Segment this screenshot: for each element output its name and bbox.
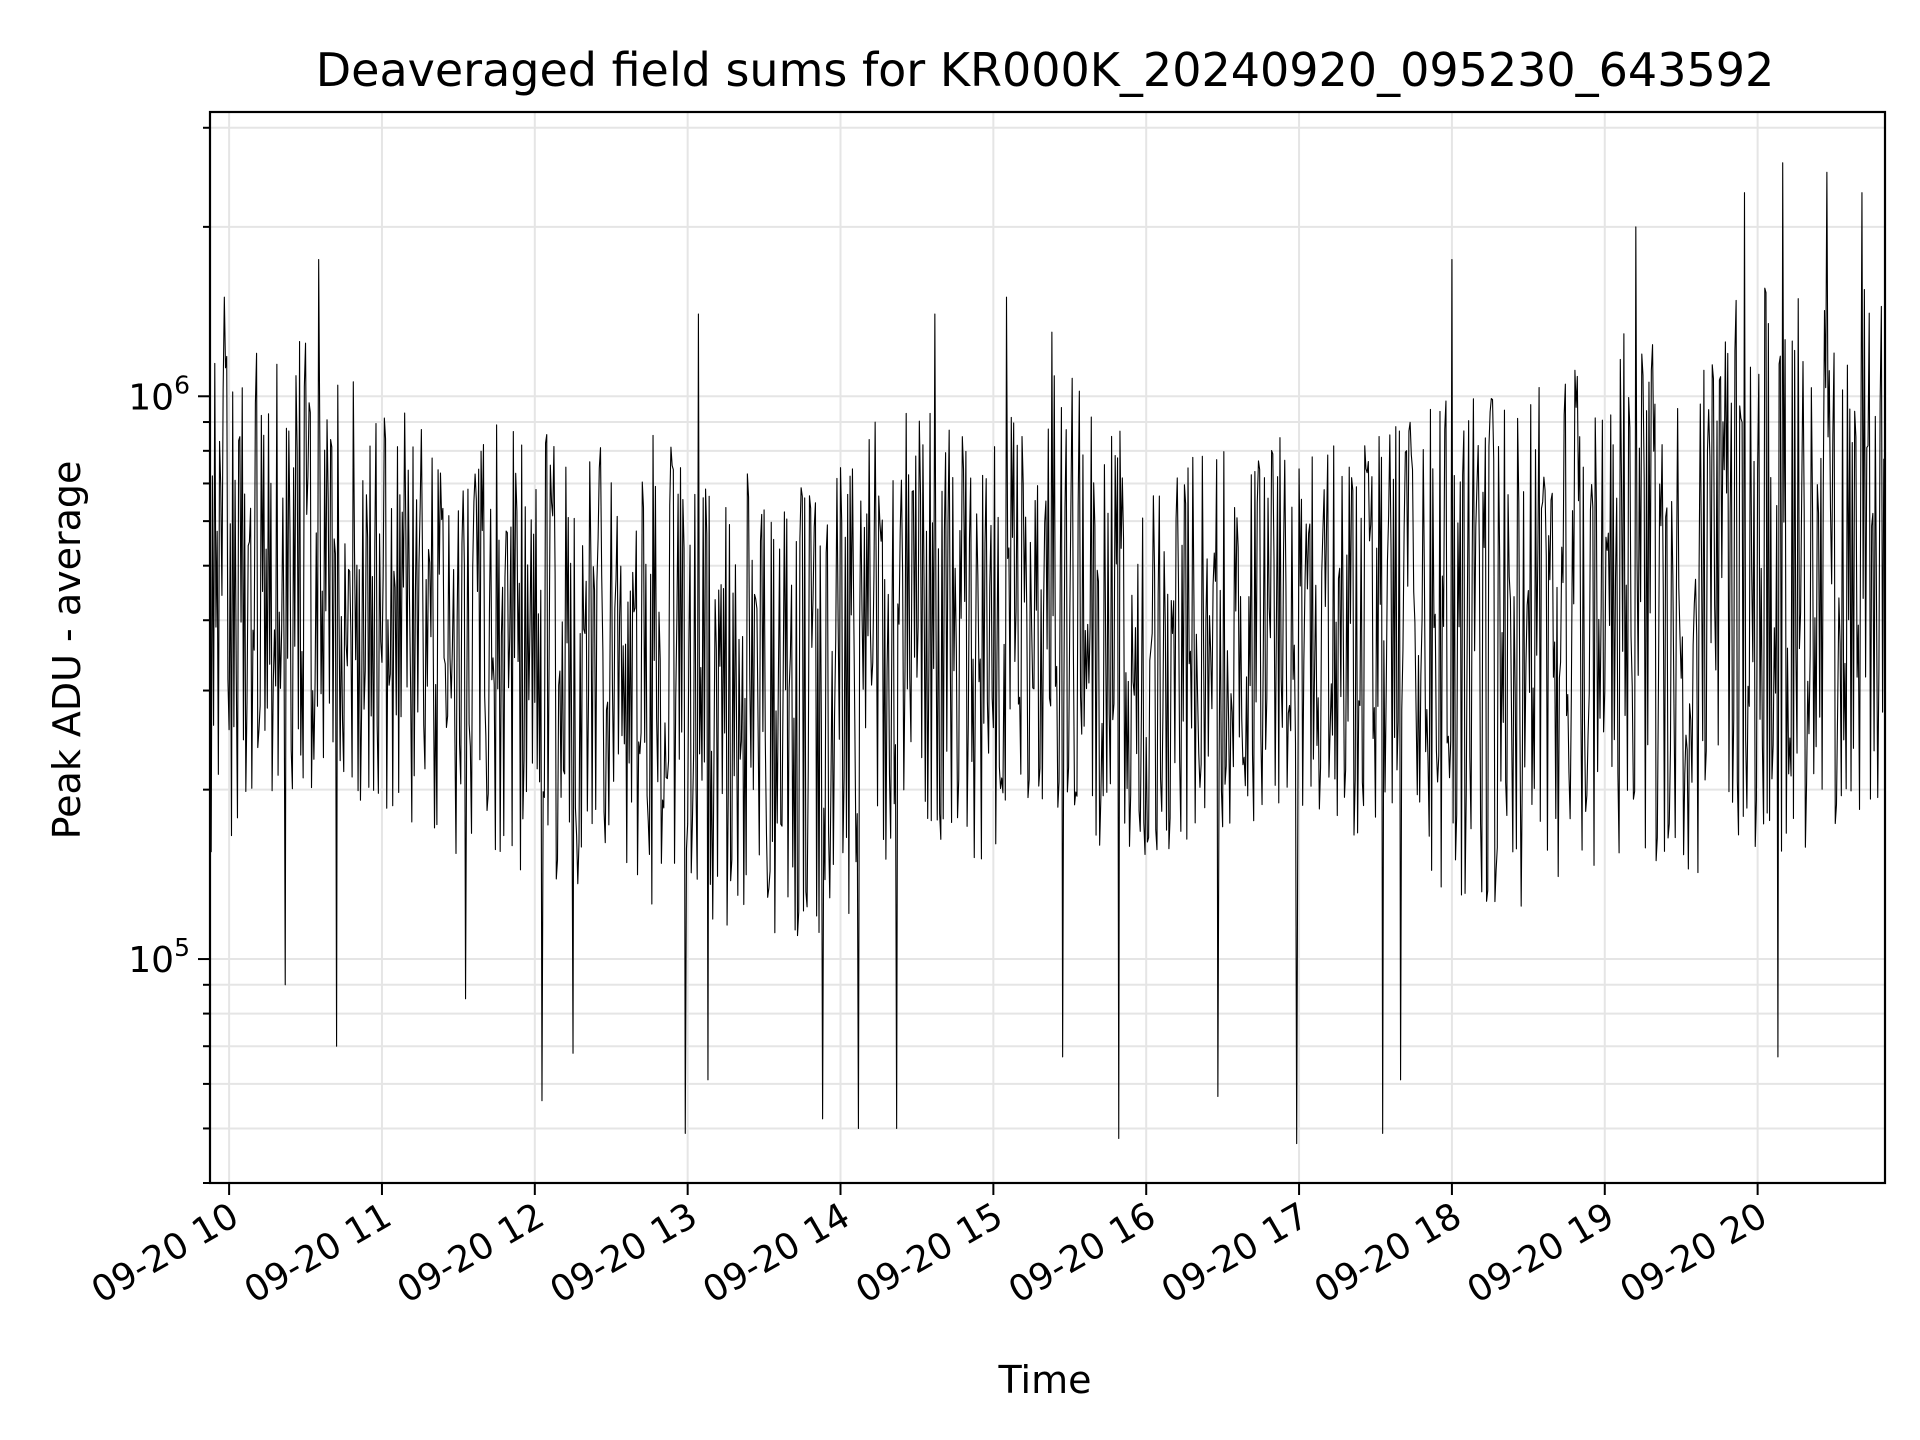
x-tick-label: 09-20 14 [696,1195,857,1311]
y-tick-label: 105 [128,933,190,981]
y-tick-label: 106 [128,370,190,418]
x-tick-label: 09-20 15 [849,1195,1010,1311]
series-line [209,162,1886,1145]
plot-area [209,162,1886,1145]
axes-frame [208,110,1887,1185]
x-tick-label: 09-20 12 [391,1195,552,1311]
x-tick-label: 09-20 13 [543,1195,704,1311]
x-tick-label: 09-20 18 [1308,1195,1469,1311]
x-axis-title: Time [998,1358,1092,1402]
x-tick-label: 09-20 17 [1155,1195,1316,1311]
x-tick-label: 09-20 10 [85,1195,246,1311]
chart-title: Deaveraged field sums for KR000K_2024092… [316,43,1775,97]
x-tick-label: 09-20 19 [1461,1195,1622,1311]
x-tick-label: 09-20 16 [1002,1195,1163,1311]
x-tick-label: 09-20 20 [1613,1195,1774,1311]
x-tick-label: 09-20 11 [238,1195,399,1311]
y-axis-title: Peak ADU - average [45,461,89,840]
